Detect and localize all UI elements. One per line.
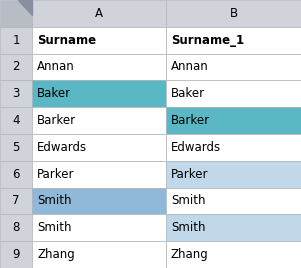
Bar (166, 80, 301, 107)
Bar (32, 107, 166, 134)
Bar (0, 134, 32, 161)
Bar (0, 214, 32, 241)
Text: 1: 1 (12, 34, 20, 47)
Bar (166, 134, 301, 161)
Bar (166, 188, 301, 214)
Text: Baker: Baker (171, 87, 205, 100)
Text: Smith: Smith (37, 221, 72, 234)
Bar (32, 54, 166, 80)
Text: Zhang: Zhang (171, 248, 209, 261)
Text: Annan: Annan (37, 61, 75, 73)
Text: Barker: Barker (37, 114, 76, 127)
Bar (166, 0, 301, 27)
Text: Surname_1: Surname_1 (171, 34, 244, 47)
Bar (0, 241, 32, 268)
Bar (32, 214, 166, 241)
Text: Smith: Smith (171, 221, 206, 234)
Text: 4: 4 (12, 114, 20, 127)
Bar (32, 161, 166, 188)
Text: Parker: Parker (37, 168, 75, 181)
Text: 2: 2 (12, 61, 20, 73)
Bar (166, 27, 301, 54)
Text: 6: 6 (12, 168, 20, 181)
Bar (166, 107, 301, 134)
Bar (0, 107, 32, 134)
Bar (166, 214, 301, 241)
Text: 9: 9 (12, 248, 20, 261)
Text: Baker: Baker (37, 87, 71, 100)
Text: Parker: Parker (171, 168, 209, 181)
Text: Edwards: Edwards (37, 141, 87, 154)
Bar (0, 27, 32, 54)
Bar (0, 0, 32, 27)
Text: A: A (95, 7, 103, 20)
Bar (166, 241, 301, 268)
Text: Edwards: Edwards (171, 141, 221, 154)
Text: Barker: Barker (171, 114, 210, 127)
Bar (32, 0, 166, 27)
Polygon shape (17, 0, 32, 15)
Bar (0, 188, 32, 214)
Bar (0, 161, 32, 188)
Bar (166, 54, 301, 80)
Text: 7: 7 (12, 195, 20, 207)
Text: 8: 8 (12, 221, 20, 234)
Text: Zhang: Zhang (37, 248, 75, 261)
Bar (0, 54, 32, 80)
Text: 3: 3 (12, 87, 20, 100)
Text: 5: 5 (12, 141, 20, 154)
Text: Smith: Smith (171, 195, 206, 207)
Text: Annan: Annan (171, 61, 209, 73)
Bar (166, 161, 301, 188)
Text: Smith: Smith (37, 195, 72, 207)
Bar (32, 241, 166, 268)
Bar (32, 188, 166, 214)
Bar (32, 80, 166, 107)
Bar (32, 134, 166, 161)
Bar (32, 27, 166, 54)
Bar (0, 80, 32, 107)
Text: B: B (229, 7, 237, 20)
Text: Surname: Surname (37, 34, 96, 47)
